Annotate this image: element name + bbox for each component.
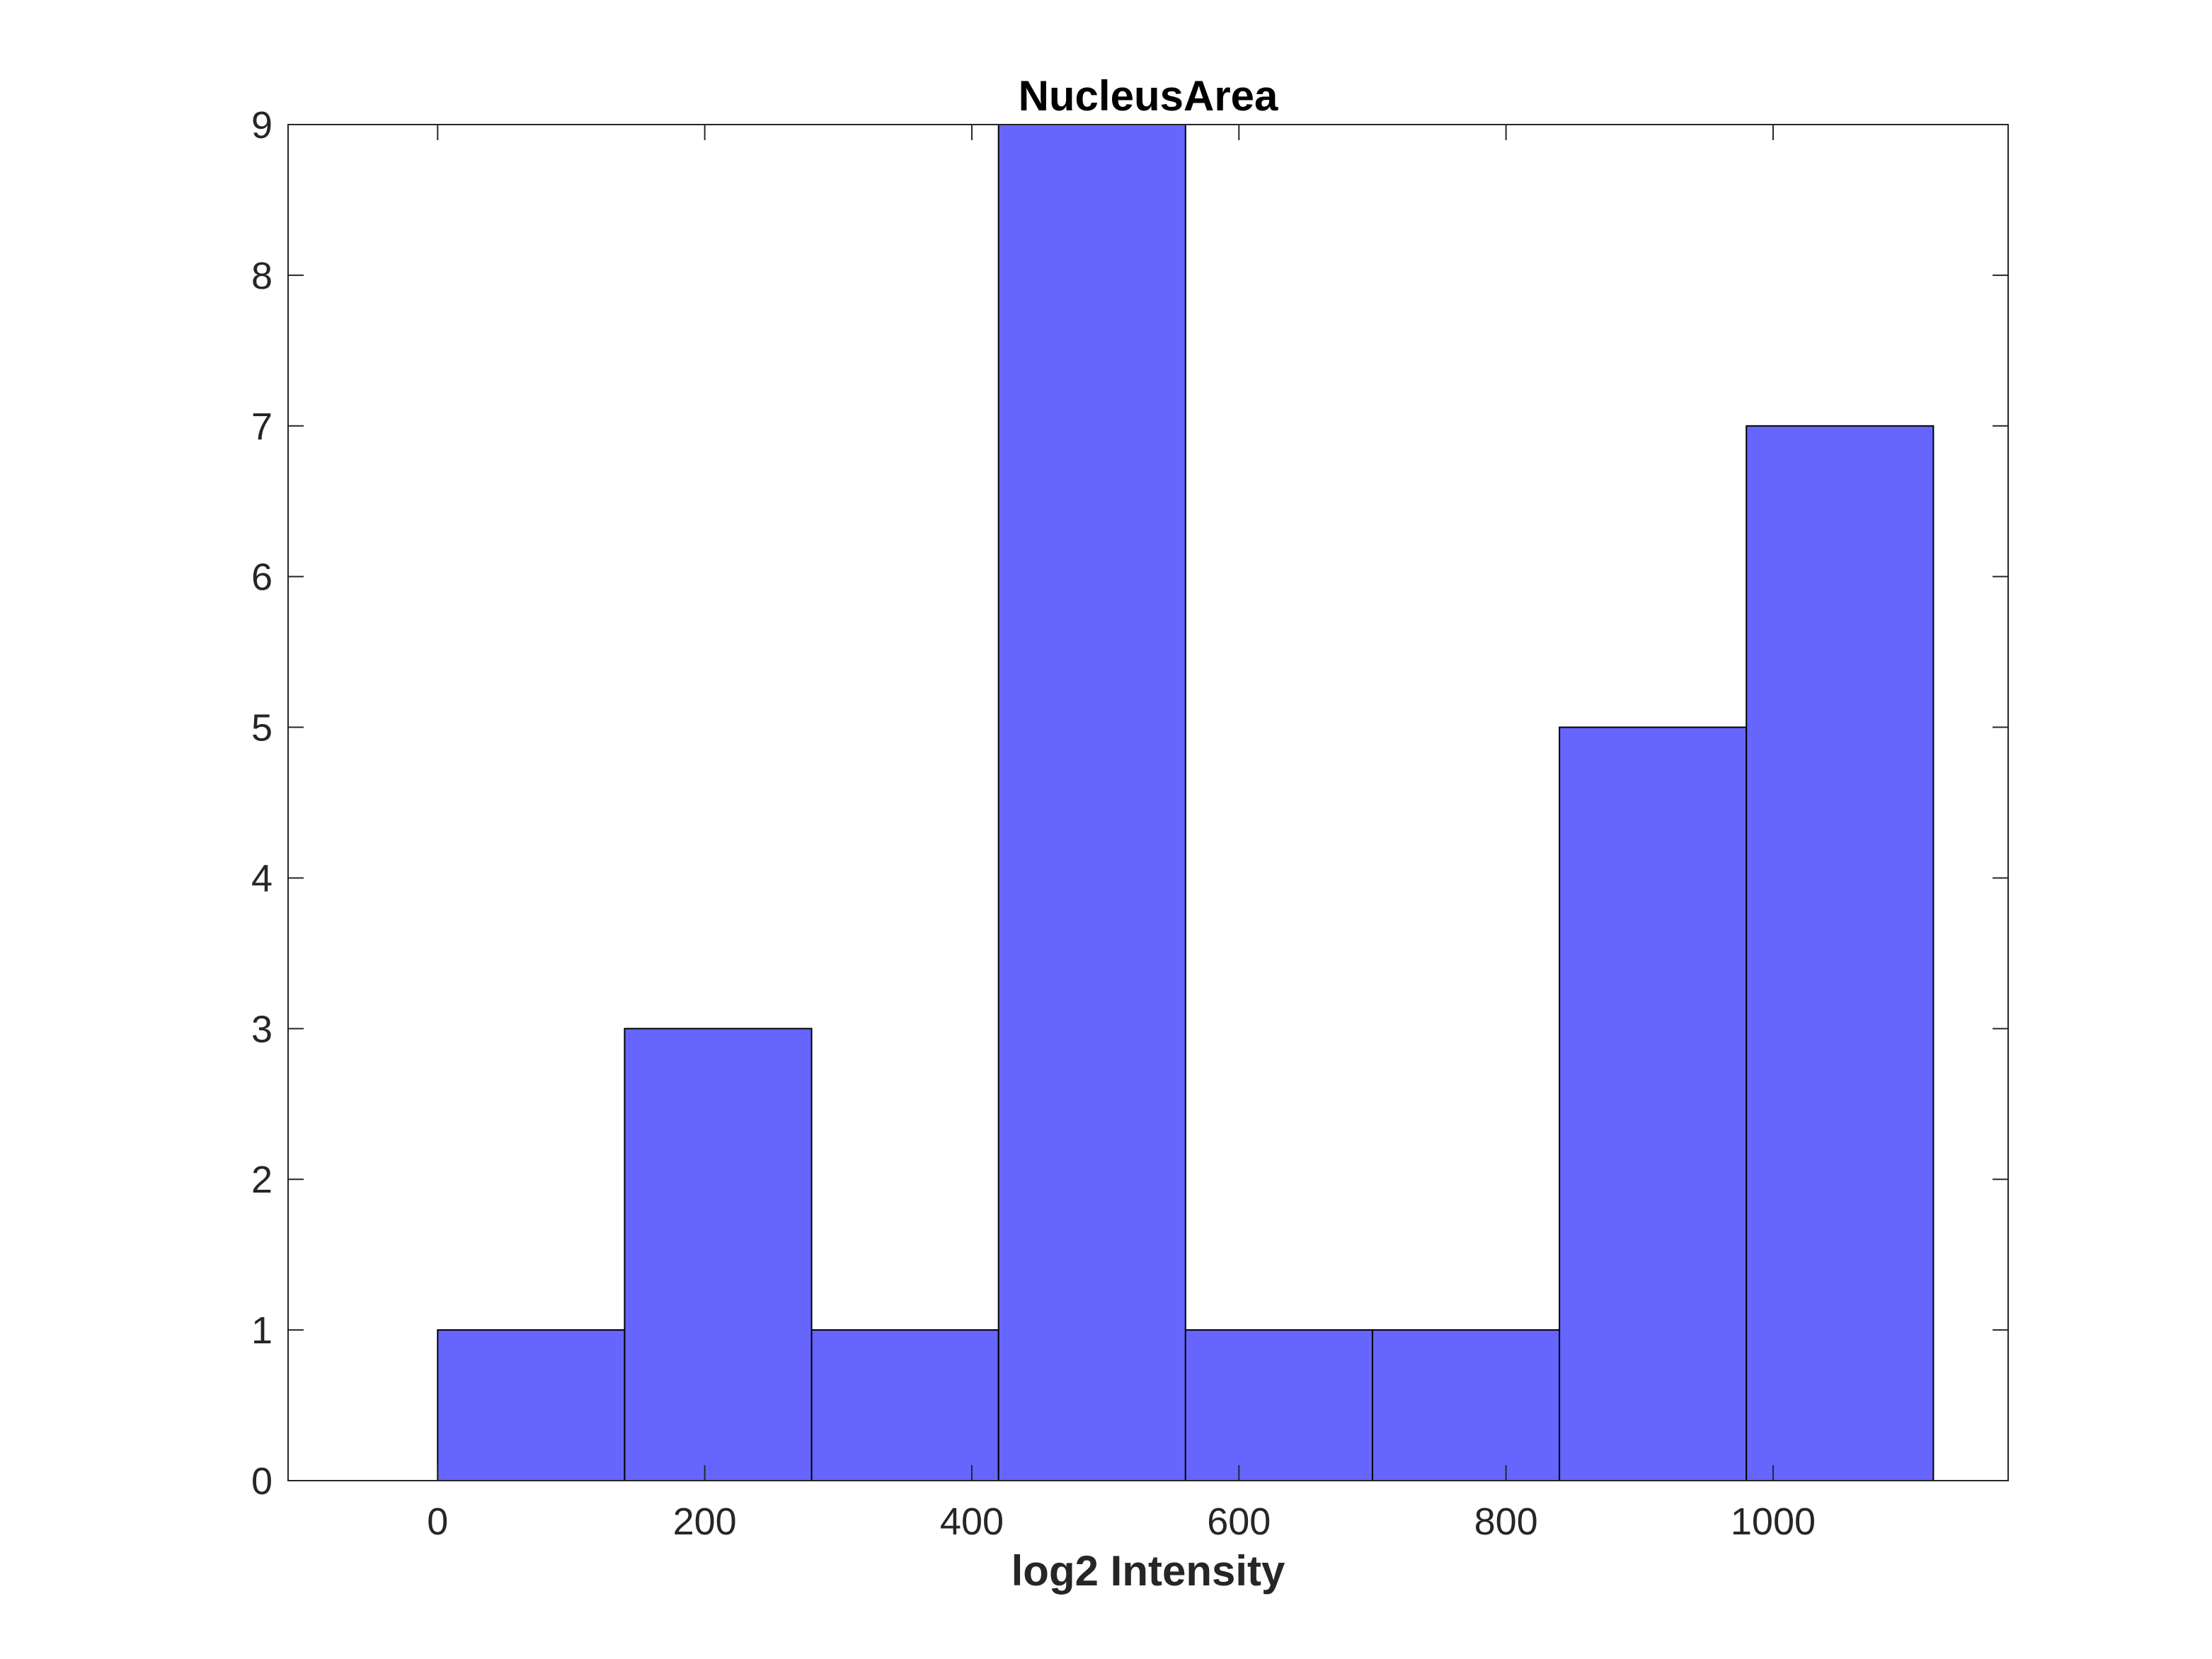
x-axis-label: log2 Intensity <box>1012 1547 1285 1595</box>
x-tick-label: 200 <box>673 1500 737 1543</box>
histogram-bar-5 <box>1371 1329 1561 1481</box>
histogram-bar-2 <box>810 1329 999 1481</box>
y-tick-label: 6 <box>251 556 273 599</box>
x-tick-label: 600 <box>1207 1500 1271 1543</box>
y-tick-label: 7 <box>251 406 273 448</box>
bars-group <box>437 124 1935 1482</box>
y-tick-label: 5 <box>251 707 273 750</box>
histogram-bar-1 <box>624 1028 813 1482</box>
histogram-bar-6 <box>1559 726 1748 1481</box>
y-tick-label: 2 <box>251 1159 273 1201</box>
histogram-bar-3 <box>997 124 1186 1481</box>
x-tick-label: 800 <box>1474 1500 1538 1543</box>
histogram-bar-4 <box>1184 1329 1373 1481</box>
y-tick-label: 3 <box>251 1008 273 1050</box>
y-tick-label: 0 <box>251 1460 273 1503</box>
x-tick-label: 0 <box>427 1500 448 1543</box>
y-tick-label: 4 <box>251 857 273 900</box>
ticks-group: 0 200 400 600 800 1000 0 1 2 3 4 5 6 7 8 9 <box>251 104 2008 1543</box>
x-tick-label: 400 <box>940 1500 1004 1543</box>
y-tick-label: 9 <box>251 104 273 147</box>
axes-box <box>287 124 2009 1481</box>
chart-title: NucleusArea <box>1019 72 1278 120</box>
histogram-bar-7 <box>1746 425 1935 1481</box>
histogram-bar-0 <box>437 1329 626 1481</box>
y-tick-label: 8 <box>251 255 273 297</box>
x-tick-label: 1000 <box>1731 1500 1816 1543</box>
y-tick-label: 1 <box>251 1309 273 1352</box>
